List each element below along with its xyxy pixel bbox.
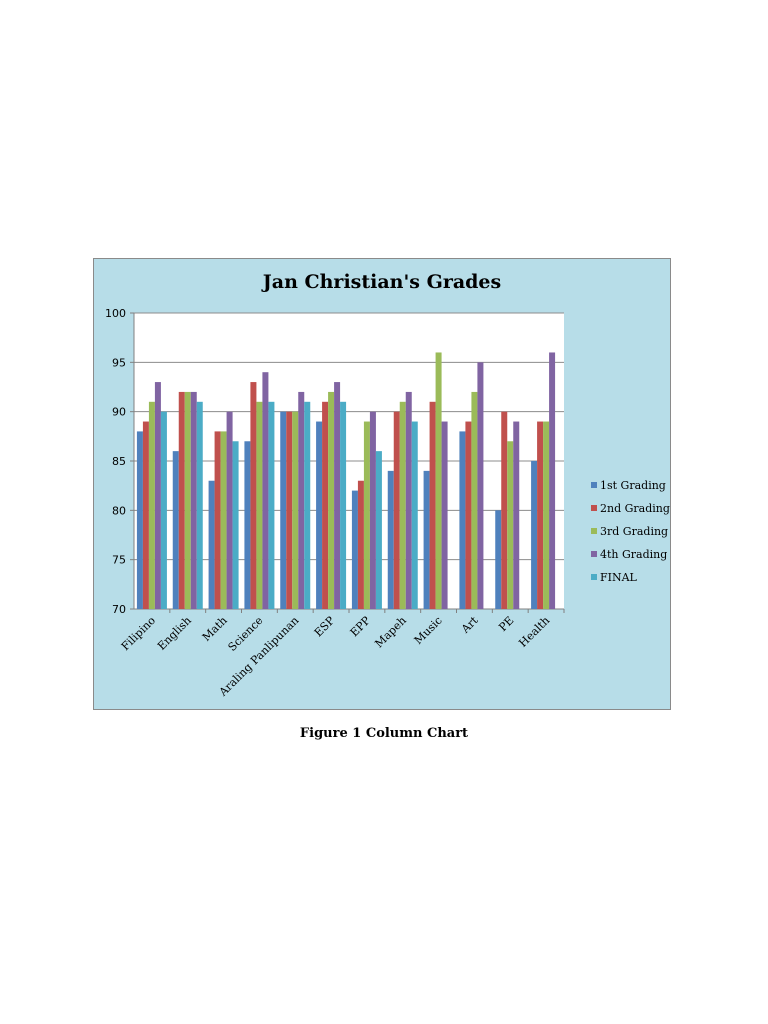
- bar: [142, 421, 149, 609]
- bar: [501, 411, 508, 609]
- bar: [513, 421, 520, 609]
- category-label: Music: [412, 614, 445, 647]
- column-chart: Jan Christian's Grades 70 75 80 85 90 95 100 Fi…: [105, 271, 670, 699]
- bar: [226, 411, 233, 609]
- y-tick-label: 80: [112, 504, 126, 517]
- figure-caption: Figure 1 Column Chart: [299, 726, 469, 741]
- bar: [537, 421, 544, 609]
- bar: [316, 421, 323, 609]
- bar: [549, 352, 556, 609]
- bar: [160, 411, 167, 609]
- bar: [471, 391, 478, 609]
- bar: [154, 382, 161, 609]
- chart-title: Jan Christian's Grades: [261, 271, 501, 293]
- y-tick-label: 95: [112, 356, 126, 369]
- legend-label: 3rd Grading: [600, 525, 668, 538]
- category-label: Math: [200, 614, 230, 644]
- bar: [495, 510, 502, 609]
- bar: [190, 391, 197, 609]
- bar: [387, 470, 394, 609]
- bar: [244, 441, 251, 609]
- bar: [423, 470, 430, 609]
- bar: [256, 401, 263, 609]
- y-tick-label: 90: [112, 406, 126, 419]
- bar: [262, 372, 269, 609]
- bar: [340, 401, 347, 609]
- legend-swatch: [591, 482, 597, 488]
- bar: [196, 401, 203, 609]
- legend-label: 1st Grading: [600, 479, 666, 492]
- category-label: Filipino: [119, 614, 158, 653]
- legend-swatch: [591, 528, 597, 534]
- bar: [208, 480, 215, 609]
- bar: [280, 411, 287, 609]
- y-tick-label: 85: [112, 455, 126, 468]
- legend-swatch: [591, 551, 597, 557]
- category-label: PE: [496, 614, 516, 634]
- bar: [328, 391, 335, 609]
- bar: [363, 421, 370, 609]
- chart-frame: Jan Christian's Grades 70 75 80 85 90 95 100 Fi…: [93, 258, 671, 710]
- y-tick-label: 70: [112, 603, 126, 616]
- legend-label: 4th Grading: [600, 548, 667, 561]
- category-label: English: [155, 614, 194, 653]
- legend-label: 2nd Grading: [600, 502, 670, 515]
- bar: [477, 362, 484, 609]
- bar: [322, 401, 329, 609]
- bar: [286, 411, 293, 609]
- category-label: EPP: [348, 614, 374, 640]
- y-tick-label: 100: [105, 307, 126, 320]
- bar: [369, 411, 376, 609]
- bar: [507, 441, 514, 609]
- bar: [250, 382, 257, 609]
- bar: [184, 391, 191, 609]
- category-label: Health: [516, 614, 552, 650]
- bar: [399, 401, 406, 609]
- legend-label: FINAL: [600, 571, 638, 584]
- bar: [148, 401, 155, 609]
- bar: [220, 431, 227, 609]
- bar: [405, 391, 412, 609]
- bar: [136, 431, 143, 609]
- bar: [357, 480, 364, 609]
- bar: [292, 411, 299, 609]
- bar: [232, 441, 239, 609]
- category-label: Mapeh: [372, 614, 408, 650]
- bar: [435, 352, 442, 609]
- legend-swatch: [591, 505, 597, 511]
- bar: [465, 421, 472, 609]
- bar: [334, 382, 341, 609]
- bar: [429, 401, 436, 609]
- bar: [393, 411, 400, 609]
- bar: [459, 431, 466, 609]
- bar: [375, 451, 382, 609]
- y-tick-label: 75: [112, 554, 126, 567]
- legend-swatch: [591, 574, 597, 580]
- bar: [351, 490, 358, 609]
- bar: [441, 421, 448, 609]
- bar: [411, 421, 418, 609]
- bar: [214, 431, 221, 609]
- bar: [543, 421, 550, 609]
- bar: [172, 451, 179, 609]
- bar: [304, 401, 311, 609]
- bar: [178, 391, 185, 609]
- category-label: Art: [458, 614, 481, 637]
- bar: [298, 391, 305, 609]
- category-label: ESP: [312, 614, 338, 640]
- bar: [531, 461, 538, 609]
- bar: [268, 401, 275, 609]
